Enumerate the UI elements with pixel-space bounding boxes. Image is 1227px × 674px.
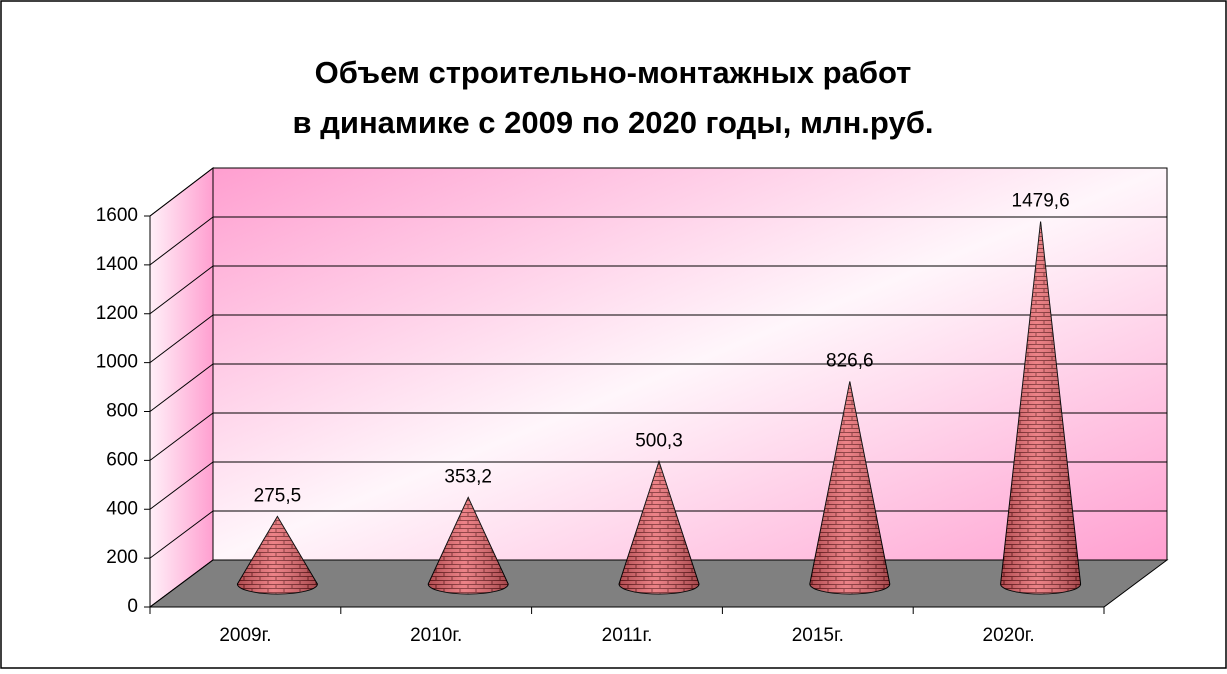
data-label: 275,5 — [254, 486, 302, 507]
y-tick-label: 200 — [106, 547, 138, 568]
x-tick-label: 2015г. — [792, 625, 844, 646]
x-tick-label: 2011г. — [602, 625, 653, 646]
x-tick-label: 2020г. — [983, 625, 1035, 646]
x-tick-label: 2010г. — [410, 625, 462, 646]
data-label: 826,6 — [826, 350, 874, 371]
data-label: 500,3 — [635, 430, 683, 451]
y-tick-label: 400 — [106, 498, 138, 519]
data-label: 1479,6 — [1012, 191, 1070, 212]
x-tick-label: 2009г. — [219, 625, 271, 646]
y-tick-label: 0 — [127, 596, 138, 617]
y-tick-label: 1400 — [96, 254, 138, 275]
y-tick-label: 600 — [106, 449, 138, 470]
y-tick-label: 1000 — [96, 352, 138, 373]
y-tick-label: 800 — [106, 401, 138, 422]
chart-title: в динамике с 2009 по 2020 годы, млн.руб. — [293, 105, 934, 140]
chart-title: Объем строительно-монтажных работ — [315, 55, 912, 90]
y-tick-label: 1200 — [96, 303, 138, 324]
y-tick-label: 1600 — [96, 205, 138, 226]
chart: Объем строительно-монтажных работ в дина… — [0, 0, 1227, 669]
data-label: 353,2 — [444, 466, 492, 487]
